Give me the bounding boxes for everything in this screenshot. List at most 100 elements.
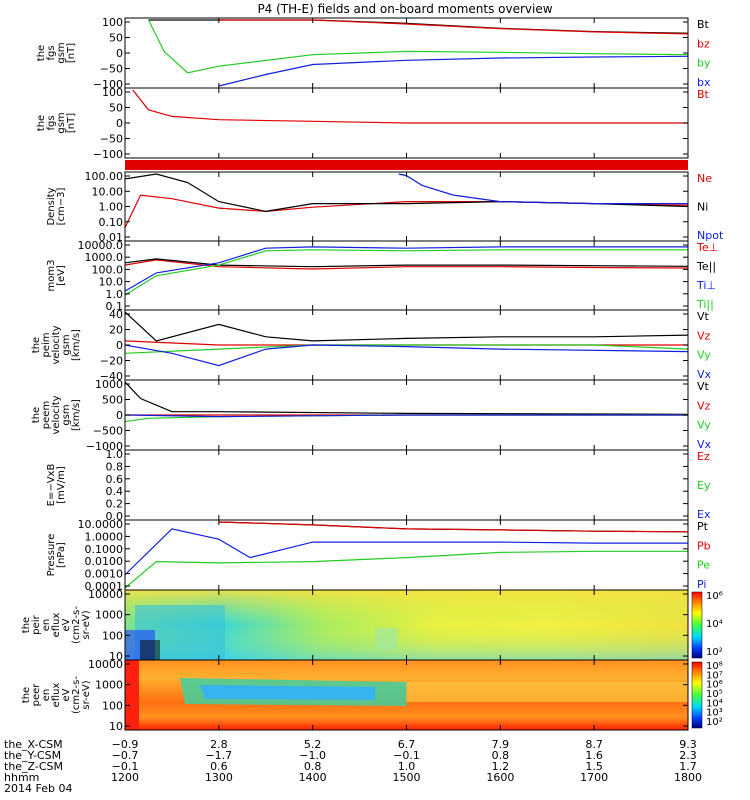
panel-fgs-gsm-clipped: 100 50 0 −50 −100 the fgs gsm [nT] Bt [36,86,710,170]
legend-Bt: Bt [697,18,710,31]
y-axis-label: peer [31,683,42,707]
legend-Vz: Vz [697,399,711,412]
panel-frame [124,519,689,591]
y-tick-label: 10 [109,720,123,733]
series-ion-velocity-Vz [125,340,688,346]
y-tick-label: 0.1000 [85,543,124,556]
y-tick-label: 100.0 [92,263,124,276]
y-axis-label: en [41,689,52,702]
colorbar-label: 10² [706,647,723,658]
y-tick-label: 10.0 [99,276,124,289]
y-tick-label: −500 [93,425,123,438]
panel-frame [124,17,689,89]
xaxis-value: 1.5 [585,760,603,773]
legend-bz: bz [697,37,710,50]
y-axis-label: Pressure [46,534,57,577]
legend-Te⊥: Te⊥ [696,241,718,254]
y-axis-label: gsm [61,334,72,355]
legend-Pe: Pe [697,559,710,572]
legend-Vt: Vt [697,310,710,323]
y-tick-label: 1.0 [106,448,124,461]
y-axis-label: [eV] [56,265,67,286]
series-temperature-Ti⊥ [125,246,688,292]
y-tick-label: 1.0000 [85,530,124,543]
legend-Npot: Npot [697,229,724,242]
series-pressure-Pe [125,550,688,589]
colorbar-label: 10⁴ [706,698,723,709]
y-axis-label: mom3 [46,260,57,292]
y-tick-label: −50 [100,63,123,76]
y-axis-label: velocity [51,395,62,434]
y-axis-label: the [21,687,32,703]
colorbar-label: 10⁵ [706,689,723,700]
xaxis-value: 1500 [393,771,421,784]
y-tick-label: 100 [102,629,123,642]
xaxis-value: 0.8 [492,749,510,762]
y-axis-label: peim [41,332,52,357]
legend-Pi: Pi [697,578,706,591]
y-tick-label: 1000 [95,679,123,692]
y-tick-label: 1.00 [99,201,124,214]
y-tick-label: 10.00 [92,185,124,198]
chart-title: P4 (TH-E) fields and on-board moments ov… [257,2,552,16]
electron-spectrogram-band [406,682,688,702]
y-tick-label: −50 [100,133,123,146]
colorbar-label: 10⁶ [706,680,723,691]
y-tick-label: 40 [109,308,123,321]
series-ion-velocity-Vx [125,344,688,367]
legend-Ti⊥: Ti⊥ [696,279,716,292]
series-ion-velocity-Vy [125,344,688,354]
y-tick-label: 10.0000 [78,518,124,531]
series-fgs-gsm-by [147,19,688,74]
series-temperature-Te|| [125,258,688,268]
electron-spectrogram-core [200,685,376,700]
series-temperature-Te⊥ [125,259,688,270]
plot-area [125,381,688,423]
y-axis-label: sr-eV) [81,610,92,639]
y-axis-label: gsm [61,404,72,425]
y-axis-label: peir [31,614,42,634]
y-tick-label: 0.6 [106,473,124,486]
y-tick-label: 0.01 [99,231,124,244]
y-tick-label: 10000 [88,588,123,601]
y-axis-label: Density [46,187,57,225]
xaxis-value: −0.9 [112,738,139,751]
legend-Vx: Vx [697,368,712,381]
y-tick-label: 0.0 [106,510,124,523]
y-tick-label: 1000 [95,378,123,391]
series-fgs-gsm-clipped-Bt [132,89,688,124]
y-tick-label: −40 [100,370,123,383]
y-tick-label: −100 [93,78,123,91]
legend-Vt: Vt [697,380,710,393]
legend-Pt: Pt [697,520,709,533]
legend-Te||: Te|| [696,260,716,273]
legend-Bt: Bt [697,88,710,101]
y-axis-label: eV [61,688,72,701]
legend-Vy: Vy [697,349,711,362]
y-axis-label: E=−VxB [46,464,57,507]
series-ion-velocity-Vt [125,311,688,342]
ion-spectrogram-patch [375,628,398,650]
y-tick-label: 0.2 [106,498,124,511]
xaxis-value: 1200 [111,771,139,784]
y-tick-label: 0.0100 [85,555,124,568]
legend-bx: bx [697,76,711,89]
y-tick-label: 0.0001 [85,580,124,593]
series-temperature-Ti|| [125,249,688,296]
date-label: 2014 Feb 04 [4,782,72,795]
y-tick-label: 20 [109,324,123,337]
y-axis-label: (cm2-s- [71,676,82,714]
colorbar-label: 10³ [706,708,723,719]
y-axis-label: [km/s] [71,329,82,361]
y-axis-label: the [36,115,47,131]
y-axis-label: peem [41,401,52,429]
plot-area [125,590,688,660]
series-electron-velocity-Vx [125,414,688,418]
y-tick-label: 1000 [95,609,123,622]
series-density-Ne [125,194,688,228]
series-pressure-Pt [218,521,688,533]
y-tick-label: 0 [116,409,123,422]
